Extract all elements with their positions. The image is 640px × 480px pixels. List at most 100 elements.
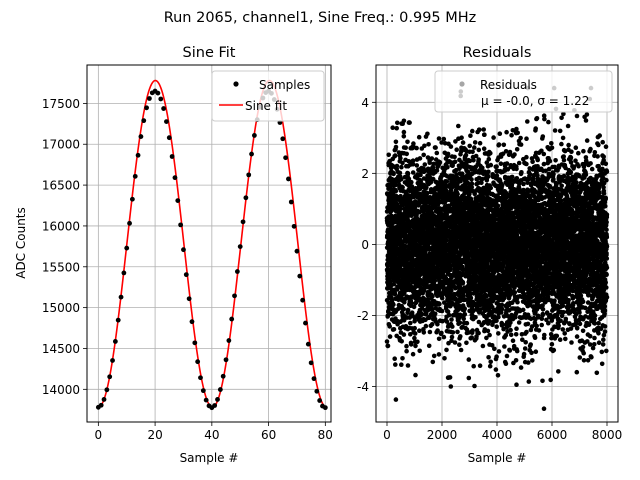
residual-point (437, 301, 442, 307)
residual-point (394, 163, 400, 169)
sample-point (124, 245, 130, 251)
residual-point (445, 151, 451, 157)
residual-point (392, 356, 398, 362)
residual-point (391, 302, 396, 307)
residual-point (449, 317, 454, 322)
residual-point (432, 311, 438, 317)
residual-point (452, 340, 458, 345)
residual-point (477, 363, 483, 369)
residual-point (401, 129, 407, 135)
sine-fit-legend-box (211, 70, 325, 122)
residual-point (476, 147, 482, 153)
residual-point (452, 159, 458, 165)
residual-point (393, 144, 399, 150)
residual-point (481, 127, 487, 132)
residual-point (494, 164, 499, 169)
residual-point (514, 348, 520, 354)
sample-point (300, 297, 306, 303)
sample-point (294, 248, 300, 254)
residual-point (486, 174, 491, 179)
residual-point (487, 363, 493, 369)
residual-point (399, 339, 405, 344)
sine-fit-panel: Sine Fit 0 20 40 60 80 140001450015000155001… (14, 45, 333, 465)
sample-point (158, 96, 164, 102)
residual-point (421, 152, 427, 158)
sample-point (280, 136, 286, 142)
residual-point (449, 338, 454, 344)
residual-point (393, 139, 399, 145)
residual-point (444, 347, 449, 353)
residual-point (469, 181, 475, 186)
residual-point (393, 362, 398, 367)
residual-point (399, 164, 404, 170)
sample-point (183, 272, 189, 278)
residual-point (455, 191, 460, 197)
residual-point (474, 334, 479, 339)
residual-point (448, 144, 454, 149)
residual-point (418, 172, 423, 178)
residual-point (419, 312, 424, 318)
residual-point (406, 176, 412, 182)
residual-point (514, 326, 519, 332)
residual-point (436, 336, 442, 342)
residual-point (486, 169, 491, 175)
residual-point (400, 356, 405, 361)
residual-point (512, 152, 517, 157)
residual-point (403, 243, 408, 249)
residual-point (412, 331, 418, 336)
residual-point (424, 185, 429, 190)
sample-point (240, 219, 246, 225)
residual-point (449, 334, 455, 340)
residual-point (477, 140, 483, 146)
residual-point (508, 332, 514, 338)
sample-point (288, 199, 294, 205)
legend-samples-marker (233, 81, 239, 87)
sample-point (229, 316, 235, 322)
residual-point (425, 131, 430, 137)
residual-point (480, 343, 486, 349)
residual-point (459, 135, 464, 140)
residual-point (513, 332, 519, 337)
residual-point (492, 346, 497, 352)
sine-fit-title: Sine Fit (183, 45, 236, 61)
sample-point (243, 195, 249, 201)
sample-point (110, 358, 115, 363)
sample-point (127, 220, 132, 226)
residual-point (441, 136, 447, 142)
residual-point (452, 154, 457, 160)
residual-point (408, 320, 413, 326)
residual-point (433, 145, 438, 150)
sample-point (217, 387, 223, 392)
residual-point (476, 330, 481, 336)
residual-point (442, 141, 448, 146)
residual-point (510, 338, 516, 344)
residual-point (395, 120, 400, 126)
residual-point (397, 206, 403, 212)
residual-point (480, 165, 485, 171)
sample-point (115, 317, 121, 323)
residual-point (390, 125, 396, 130)
residual-point (417, 328, 422, 334)
residual-point (503, 361, 509, 367)
residual-point (504, 353, 510, 359)
residual-point (466, 169, 471, 175)
residual-point (502, 344, 507, 349)
residual-point (496, 142, 502, 147)
residual-point (413, 372, 418, 378)
sine-fit-y-tick-label: 14000 (42, 383, 80, 397)
residual-point (504, 129, 509, 135)
residual-point (405, 307, 411, 313)
residual-point (423, 323, 429, 329)
residual-point (499, 306, 505, 312)
residual-point (446, 312, 452, 318)
residual-point (426, 142, 431, 147)
residual-point (417, 348, 423, 354)
residual-point (423, 311, 429, 317)
sample-point (232, 293, 237, 299)
residual-point (431, 353, 437, 359)
residual-point (387, 334, 393, 339)
residual-point (394, 201, 400, 207)
sine-fit-x-tick-label: 80 (318, 428, 333, 442)
residual-point (472, 145, 477, 150)
